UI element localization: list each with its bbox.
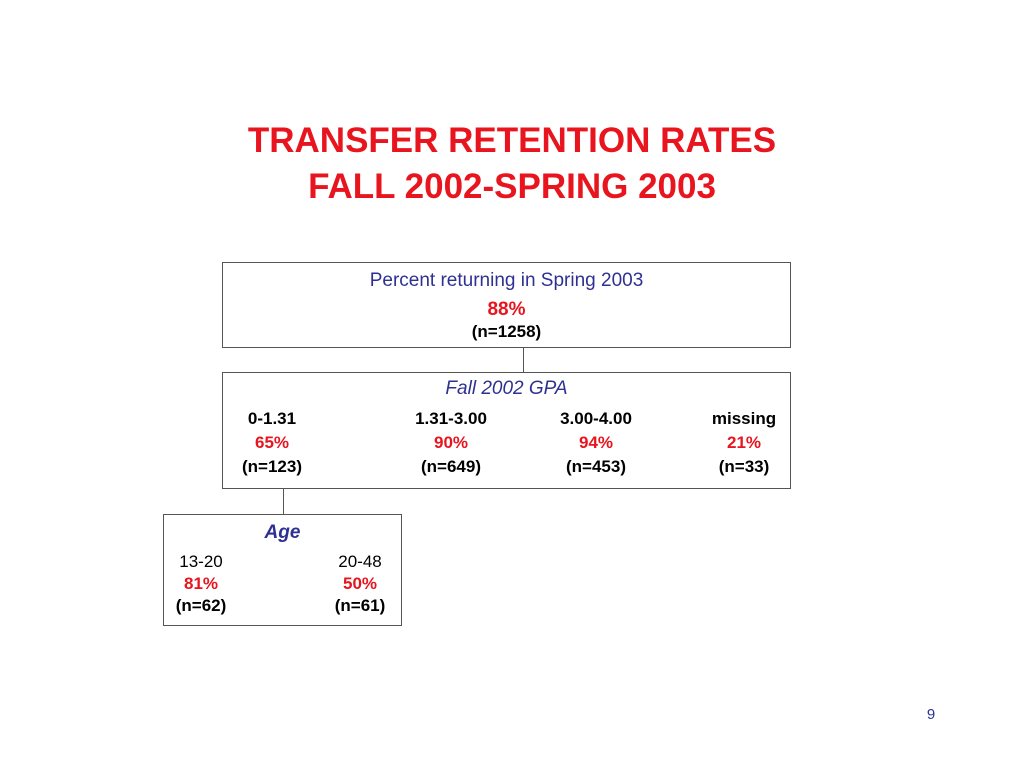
gpa-group-range: 0-1.31 (247, 409, 297, 428)
slide-title: TRANSFER RETENTION RATES FALL 2002-SPRIN… (0, 118, 1024, 210)
slide-title-line-2: FALL 2002-SPRING 2003 (308, 167, 716, 206)
age-group-range: 13-20 (179, 552, 223, 571)
gpa-node: Fall 2002 GPA 0-1.31 65% (n=123) 1.31-3.… (222, 372, 791, 489)
gpa-group-range: missing (711, 409, 777, 428)
gpa-group-count: (n=649) (421, 457, 481, 476)
gpa-group-range: 3.00-4.00 (560, 409, 632, 428)
age-group-2: 20-48 50% (n=61) (325, 551, 395, 617)
gpa-group-percent: 21% (726, 433, 762, 452)
overall-retention-count: (n=1258) (471, 322, 542, 341)
gpa-group-2: 1.31-3.00 90% (n=649) (401, 407, 501, 479)
age-group-percent: 50% (342, 574, 378, 593)
slide-title-line-1: TRANSFER RETENTION RATES (247, 121, 777, 160)
gpa-group-percent: 94% (578, 433, 614, 452)
gpa-group-3: 3.00-4.00 94% (n=453) (546, 407, 646, 479)
age-heading: Age (264, 522, 301, 543)
gpa-group-count: (n=123) (242, 457, 302, 476)
age-node: Age 13-20 81% (n=62) 20-48 50% (n=61) (163, 514, 402, 626)
age-group-1: 13-20 81% (n=62) (166, 551, 236, 617)
connector-gpa-to-age (283, 489, 284, 514)
age-group-percent: 81% (183, 574, 219, 593)
age-group-count: (n=62) (175, 596, 227, 615)
gpa-group-count: (n=33) (718, 457, 770, 476)
gpa-group-percent: 65% (254, 433, 290, 452)
gpa-group-percent: 90% (433, 433, 469, 452)
overall-retention-node: Percent returning in Spring 2003 88% (n=… (222, 262, 791, 348)
age-group-range: 20-48 (338, 552, 382, 571)
page-number: 9 (926, 706, 936, 723)
gpa-group-4: missing 21% (n=33) (699, 407, 789, 479)
gpa-heading: Fall 2002 GPA (445, 378, 568, 399)
connector-top-to-gpa (523, 348, 524, 372)
overall-retention-heading: Percent returning in Spring 2003 (369, 270, 644, 291)
overall-retention-percent: 88% (487, 299, 526, 320)
gpa-group-count: (n=453) (566, 457, 626, 476)
age-group-count: (n=61) (334, 596, 386, 615)
gpa-group-1: 0-1.31 65% (n=123) (227, 407, 317, 479)
gpa-group-range: 1.31-3.00 (415, 409, 487, 428)
